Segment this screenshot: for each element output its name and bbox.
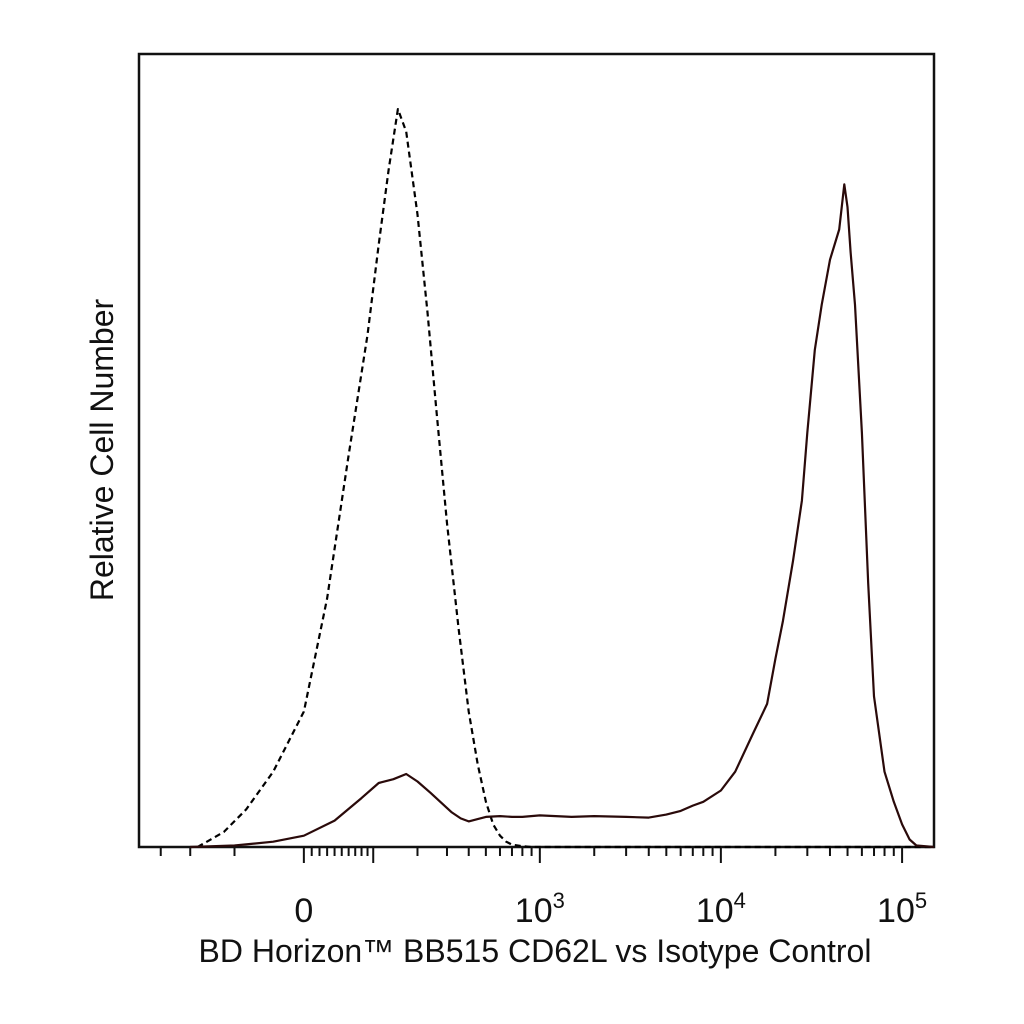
isotype-control-line [197,108,934,849]
plot-frame [137,52,936,849]
x-tick-label: 0 [294,892,313,930]
y-axis-title: Relative Cell Number [84,298,120,601]
x-axis-title: BD Horizon™ BB515 CD62L vs Isotype Contr… [199,933,872,969]
x-axis-minor-ticks [159,847,904,863]
series-layer [190,108,935,849]
cd62l-line [190,183,935,849]
x-axis-tick-labels: 0 103 104 105 [294,888,927,930]
x-tick-label: 105 [877,888,927,930]
x-tick-label: 104 [696,888,746,930]
x-tick-label: 103 [515,888,565,930]
